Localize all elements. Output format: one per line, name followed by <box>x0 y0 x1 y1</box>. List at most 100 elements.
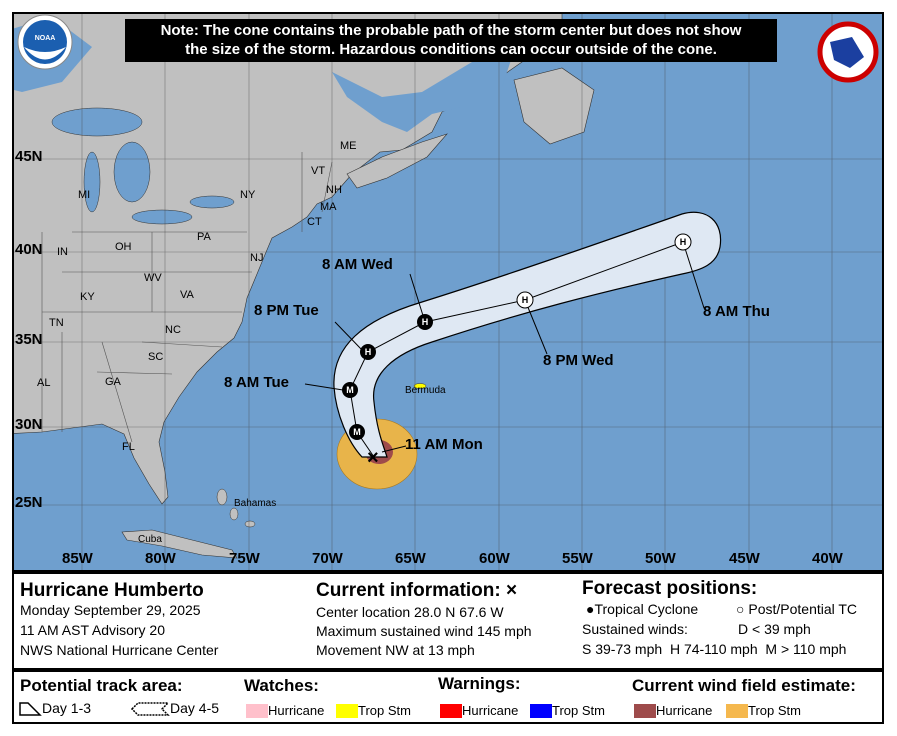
swatch-label: Hurricane <box>656 703 713 718</box>
current-info-title: Current information: × <box>316 580 518 601</box>
place-bermuda: Bermuda <box>405 385 446 396</box>
cone-disclaimer-note: Note: The cone contains the probable pat… <box>125 19 777 62</box>
legend-hurricane-warning: Hurricane <box>440 702 518 719</box>
svg-text:M: M <box>346 385 354 395</box>
ptc-label: Post/Potential TC <box>748 601 858 617</box>
swatch-label: Trop Stm <box>358 703 411 718</box>
legend-day45: Day 4-5 <box>130 700 219 717</box>
lat-label-45n: 45N <box>15 148 43 165</box>
hurricane-wind-swatch <box>634 704 656 719</box>
storm-info-panel: Hurricane Humberto Monday September 29, … <box>12 572 884 670</box>
state-borders <box>41 152 333 443</box>
lon-label: 65W <box>395 550 426 567</box>
label-8pm-wed: 8 PM Wed <box>543 352 614 369</box>
lon-label: 50W <box>645 550 676 567</box>
legend-panel: Potential track area: Day 1-3 Day 4-5 Wa… <box>12 670 884 724</box>
lon-label: 40W <box>812 550 843 567</box>
state-label: NC <box>165 324 181 336</box>
filled-circle-icon: ● <box>586 601 595 617</box>
label-8am-thu: 8 AM Thu <box>703 303 770 320</box>
state-label: OH <box>115 241 132 253</box>
gulf-st-lawrence <box>332 57 512 132</box>
legend-ts-watch: Trop Stm <box>336 702 411 719</box>
state-label: WV <box>144 272 162 284</box>
swatch-label: Hurricane <box>268 703 325 718</box>
track-area-title: Potential track area: <box>20 676 183 695</box>
note-line: the size of the storm. Hazardous conditi… <box>185 41 717 58</box>
svg-text:NOAA: NOAA <box>35 35 56 42</box>
state-label: VA <box>180 289 194 301</box>
swatch-label: Trop Stm <box>748 703 801 718</box>
sustained-winds-label: Sustained winds: <box>582 621 688 637</box>
advisory-number: 11 AM AST Advisory 20 <box>20 622 166 638</box>
state-label: MI <box>78 189 91 201</box>
legend-ts-wind: Trop Stm <box>726 702 801 719</box>
state-label: NH <box>326 184 342 196</box>
forecast-markers: M M H H H H <box>342 233 692 440</box>
lon-label: 55W <box>562 550 593 567</box>
state-label: AL <box>37 377 51 389</box>
label-8am-wed: 8 AM Wed <box>322 256 393 273</box>
forecast-title: Forecast positions: <box>582 578 758 599</box>
svg-text:H: H <box>422 317 429 327</box>
cone-day45-icon <box>130 702 170 717</box>
state-label: VT <box>311 165 326 177</box>
map-graphic: × M M H H H H NOAA <box>14 14 882 570</box>
state-label: NY <box>240 189 256 201</box>
legend-ts-warning: Trop Stm <box>530 702 605 719</box>
land-north-america <box>14 14 563 505</box>
label-11am-mon: 11 AM Mon <box>405 436 483 453</box>
lon-label: 85W <box>62 550 93 567</box>
current-position-icon: × <box>367 447 379 469</box>
state-label: CT <box>307 216 322 228</box>
wind-field-title: Current wind field estimate: <box>632 676 856 695</box>
lon-label: 75W <box>229 550 260 567</box>
lon-label: 80W <box>145 550 176 567</box>
state-label: ME <box>340 140 357 152</box>
forecast-cone-map: × M M H H H H NOAA Note: The cone contai… <box>12 12 884 572</box>
state-label: KY <box>80 291 95 303</box>
max-wind: Maximum sustained wind 145 mph <box>316 623 532 639</box>
lon-label: 45W <box>729 550 760 567</box>
lat-label-35n: 35N <box>15 331 43 348</box>
bahamas <box>216 488 256 528</box>
svg-text:H: H <box>522 295 529 305</box>
legend-post-tc: ○ Post/Potential TC <box>736 601 857 617</box>
great-lakes <box>51 107 235 225</box>
hurricane-watch-swatch <box>246 704 268 719</box>
open-circle-icon: ○ <box>736 601 749 617</box>
lon-label: 60W <box>479 550 510 567</box>
center-location: Center location 28.0 N 67.6 W <box>316 604 504 620</box>
newfoundland <box>513 67 595 145</box>
storm-name: Hurricane Humberto <box>20 580 204 601</box>
bermuda <box>413 383 427 389</box>
legend-hurricane-wind: Hurricane <box>634 702 713 719</box>
day13-label: Day 1-3 <box>42 700 92 716</box>
place-cuba: Cuba <box>138 534 162 545</box>
tc-label: Tropical Cyclone <box>594 601 699 617</box>
place-bahamas: Bahamas <box>234 498 277 509</box>
ts-watch-swatch <box>336 704 358 719</box>
hurricane-warning-swatch <box>440 704 462 719</box>
warnings-title: Warnings: <box>438 674 521 693</box>
day45-label: Day 4-5 <box>170 700 220 716</box>
state-label: TN <box>49 317 64 329</box>
legend-tropical-cyclone: ●Tropical Cyclone <box>586 601 698 617</box>
wind-d: D < 39 mph <box>738 621 811 637</box>
lat-label-25n: 25N <box>15 494 43 511</box>
svg-text:H: H <box>680 237 687 247</box>
lat-label-30n: 30N <box>15 416 43 433</box>
advisory-date: Monday September 29, 2025 <box>20 602 201 618</box>
watches-title: Watches: <box>244 676 319 695</box>
nova-scotia <box>346 133 448 189</box>
movement: Movement NW at 13 mph <box>316 642 475 658</box>
issuing-center: NWS National Hurricane Center <box>20 642 219 658</box>
legend-day13: Day 1-3 <box>18 700 91 717</box>
svg-text:M: M <box>353 427 361 437</box>
swatch-label: Trop Stm <box>552 703 605 718</box>
lon-label: 70W <box>312 550 343 567</box>
state-label: MA <box>320 201 337 213</box>
state-label: NJ <box>250 252 264 264</box>
state-label: PA <box>197 231 211 243</box>
state-label: SC <box>148 351 164 363</box>
